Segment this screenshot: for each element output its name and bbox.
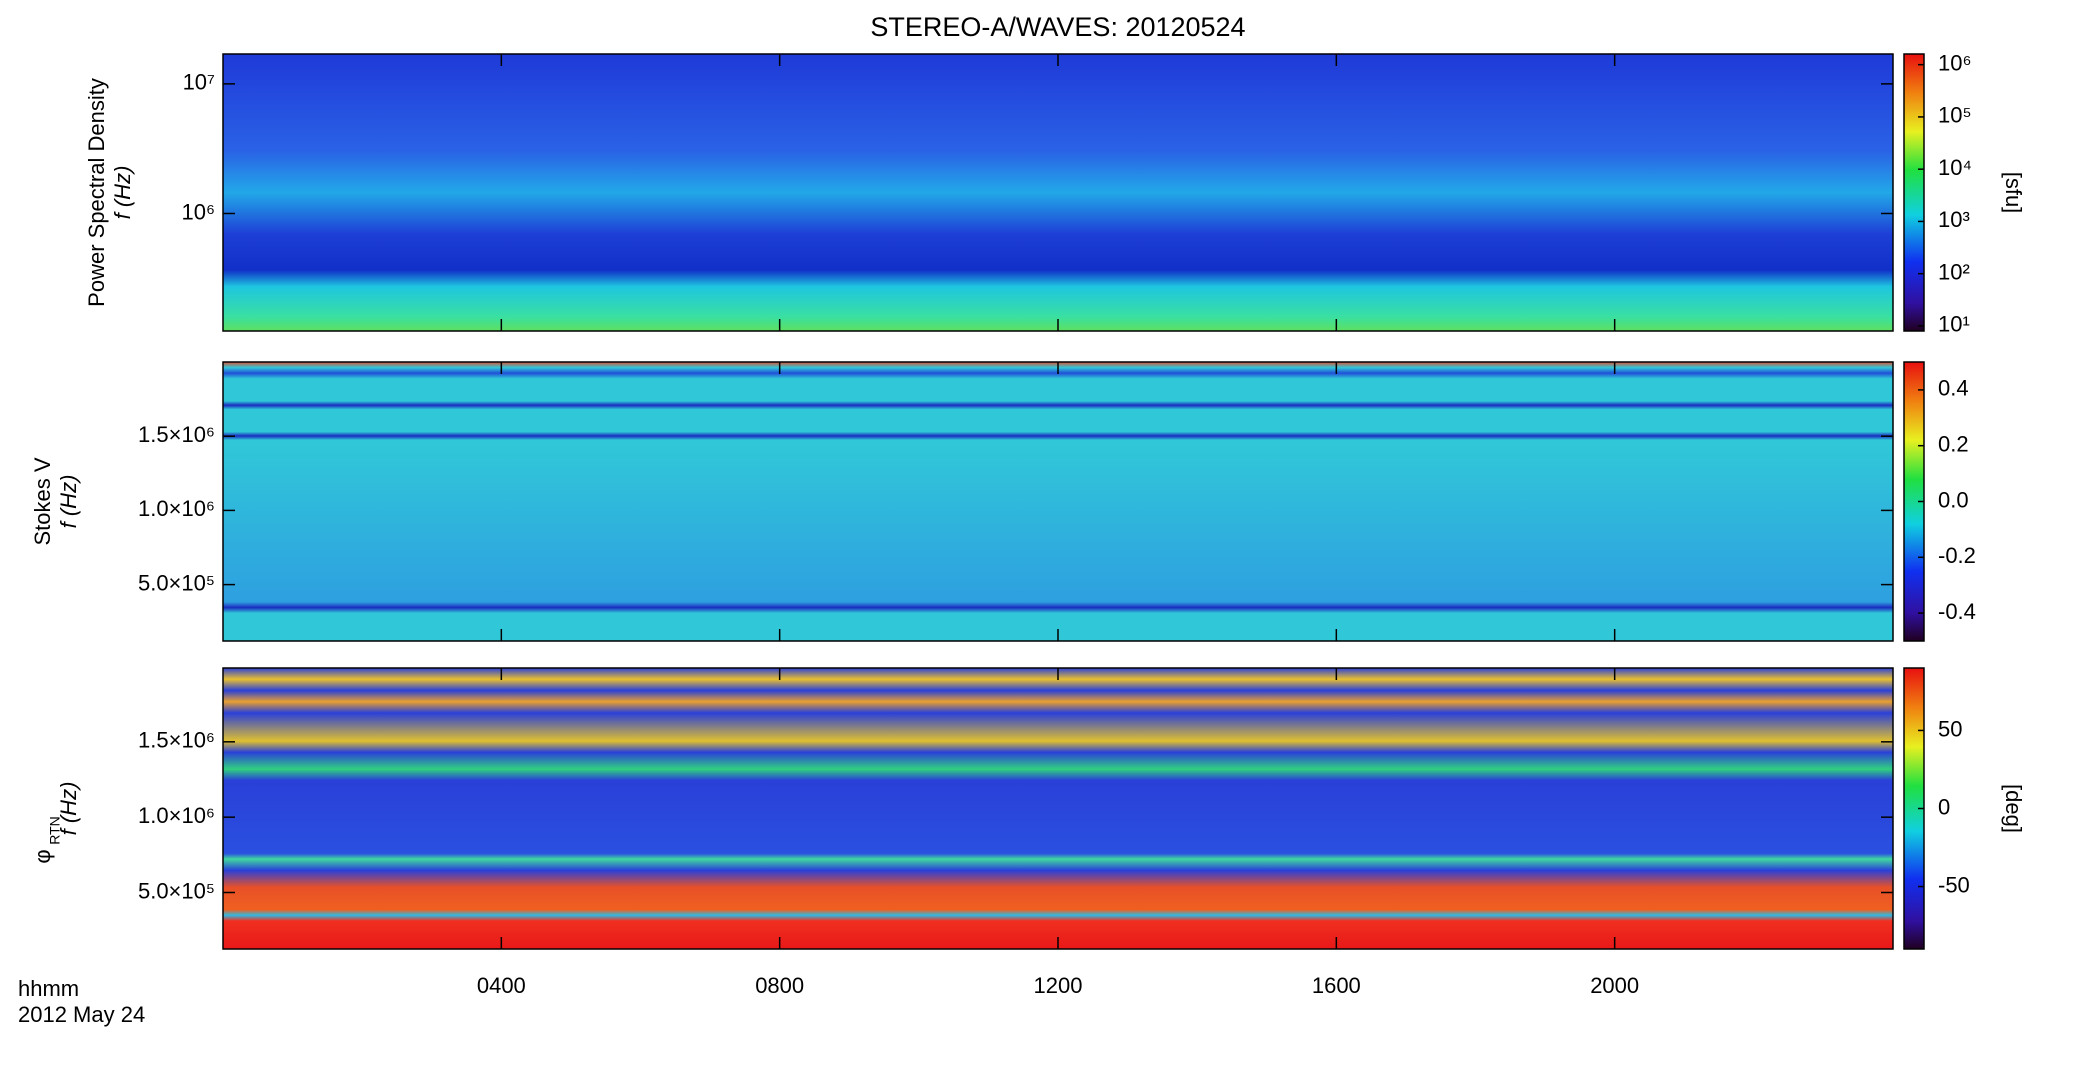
spectrogram [223,54,1893,331]
colorbar-label: [sfu] [2001,172,2026,214]
colorbar-label: [deg] [2001,784,2026,833]
colorbar [1904,668,1924,949]
colorbar-tick-label: 0 [1938,794,1950,819]
y-tick-label: 1.0×10⁶ [138,803,215,828]
x-tick-label: 0400 [477,973,526,998]
x-tick-label: 1200 [1034,973,1083,998]
colorbar [1904,362,1924,641]
y-axis-label: Power Spectral Density [84,78,109,307]
chart-title: STEREO-A/WAVES: 20120524 [870,12,1245,42]
y-tick-label: 10⁷ [183,70,215,95]
colorbar-tick-label: 0.4 [1938,376,1969,401]
y-axis-label: f (Hz) [110,166,135,220]
colorbar-tick-label: 10⁶ [1938,50,1972,75]
x-tick-label: 1600 [1312,973,1361,998]
y-tick-label: 5.0×10⁵ [138,878,215,903]
x-tick-label: 0800 [755,973,804,998]
colorbar-tick-label: -0.4 [1938,599,1976,624]
y-axis-label: RTN [47,816,63,845]
y-tick-label: 1.5×10⁶ [138,422,215,447]
spectrogram [223,668,1893,949]
colorbar-tick-label: 10⁴ [1938,155,1972,180]
date-label: 2012 May 24 [18,1002,145,1027]
colorbar-tick-label: 10³ [1938,207,1970,232]
spectrogram [223,362,1893,641]
colorbar-tick-label: 10⁵ [1938,103,1972,128]
colorbar-tick-label: 10¹ [1938,312,1970,337]
colorbar-tick-label: 0.2 [1938,432,1969,457]
y-axis-label: f (Hz) [56,475,81,529]
y-tick-label: 10⁶ [181,199,215,224]
x-axis-label: hhmm [18,976,79,1001]
y-tick-label: 5.0×10⁵ [138,570,215,595]
x-tick-label: 2000 [1590,973,1639,998]
colorbar-tick-label: 50 [1938,716,1962,741]
y-axis-label: Stokes V [30,457,55,545]
colorbar-tick-label: -50 [1938,872,1970,897]
y-axis-label: f (Hz) [56,782,81,836]
y-tick-label: 1.5×10⁶ [138,728,215,753]
colorbar-tick-label: -0.2 [1938,543,1976,568]
colorbar-tick-label: 0.0 [1938,487,1969,512]
colorbar-frame [1903,53,1925,332]
y-tick-label: 1.0×10⁶ [138,496,215,521]
colorbar-tick-label: 10² [1938,259,1970,284]
colorbar [1904,54,1924,331]
y-axis-label: φ [30,849,55,863]
